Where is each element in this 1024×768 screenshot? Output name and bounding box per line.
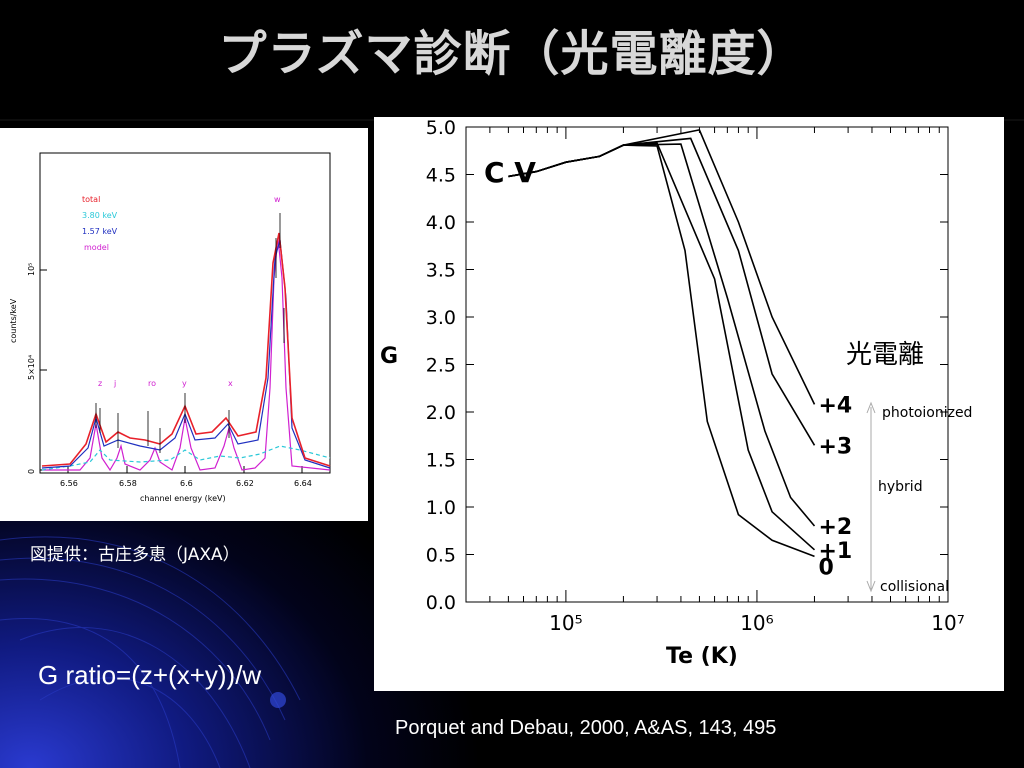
y-tick-label: 1.5 bbox=[426, 450, 456, 472]
series-line-0 bbox=[508, 144, 815, 558]
spectrum-x-ticks bbox=[67, 466, 303, 473]
legend-157: 1.57 keV bbox=[82, 227, 118, 236]
spectrum-data-points bbox=[95, 213, 285, 453]
svg-text:6.58: 6.58 bbox=[119, 479, 137, 488]
y-tick-label: 3.5 bbox=[426, 260, 456, 282]
x-axis-ticks: 10⁵ 10⁶ 10⁷ bbox=[465, 127, 965, 635]
figure-credit: 図提供：古庄多恵（JAXA） bbox=[30, 545, 240, 565]
series-line-3 bbox=[508, 137, 816, 446]
spectrum-xlabel: channel energy (keV) bbox=[140, 494, 226, 503]
x-tick-label: 10⁶ bbox=[740, 611, 773, 635]
slide-title: プラズマ診断（光電離度） bbox=[218, 26, 806, 82]
y-tick-label: 4.0 bbox=[426, 212, 456, 234]
reference-citation: Porquet and Debau, 2000, A&AS, 143, 495 bbox=[395, 717, 777, 739]
g-ratio-formula: G ratio=(z+(x+y))/w bbox=[38, 660, 262, 690]
spectrum-y-tick-labels: 0 5×10⁴ 10⁵ bbox=[27, 263, 36, 474]
legend-380: 3.80 keV bbox=[82, 211, 118, 220]
series-label-2: +2 bbox=[818, 515, 852, 540]
legend-model: model bbox=[84, 243, 109, 252]
line-label-x: x bbox=[228, 379, 233, 388]
regime-arrow bbox=[866, 401, 876, 593]
line-label-ro: ro bbox=[148, 379, 156, 388]
svg-text:6.64: 6.64 bbox=[294, 479, 312, 488]
x-axis-label: Te (K) bbox=[666, 644, 738, 669]
x-tick-label: 10⁷ bbox=[931, 611, 964, 635]
component-157-curve bbox=[41, 239, 331, 469]
svg-text:5×10⁴: 5×10⁴ bbox=[27, 355, 36, 380]
series-line-4 bbox=[508, 128, 816, 405]
spectrum-ylabel: counts/keV bbox=[9, 298, 18, 343]
svg-text:6.62: 6.62 bbox=[236, 479, 254, 488]
g-ratio-plot: 0.0 0.5 1.0 1.5 2.0 2.5 3.0 3.5 4.0 4.5 5.0 10⁵ 10⁶… bbox=[380, 117, 972, 669]
y-axis-label: G bbox=[380, 344, 398, 369]
photoionization-annotation: 光電離 bbox=[846, 340, 924, 370]
y-tick-label: 5.0 bbox=[426, 117, 456, 139]
series-line-1 bbox=[508, 142, 816, 551]
series-label-3: +3 bbox=[818, 434, 852, 459]
spectrum-figure: total 3.80 keV 1.57 keV model z j ro y x… bbox=[0, 128, 368, 521]
model-curve bbox=[42, 237, 331, 472]
legend-total: total bbox=[82, 195, 100, 204]
regime-collisional: collisional bbox=[880, 579, 949, 595]
series-label-0: 0 bbox=[818, 555, 833, 580]
series-lines bbox=[508, 128, 816, 558]
y-tick-label: 4.5 bbox=[426, 165, 456, 187]
y-axis-ticks: 0.0 0.5 1.0 1.5 2.0 2.5 3.0 3.5 4.0 4.5 5.0 bbox=[426, 117, 948, 614]
g-ratio-chart: 0.0 0.5 1.0 1.5 2.0 2.5 3.0 3.5 4.0 4.5 5.0 10⁵ 10⁶… bbox=[374, 117, 1004, 691]
svg-text:10⁵: 10⁵ bbox=[27, 263, 36, 276]
spectrum-plot: total 3.80 keV 1.57 keV model z j ro y x… bbox=[9, 152, 331, 503]
line-label-y: y bbox=[182, 379, 187, 388]
regime-photoionized: photoionized bbox=[882, 405, 972, 421]
spectrum-x-tick-labels: 6.56 6.58 6.6 6.62 6.64 bbox=[60, 479, 312, 488]
line-label-w: w bbox=[274, 195, 281, 204]
component-380-curve bbox=[41, 445, 331, 471]
line-label-z: z bbox=[98, 379, 102, 388]
series-label-1: +1 bbox=[818, 539, 852, 564]
svg-text:6.56: 6.56 bbox=[60, 479, 78, 488]
y-tick-label: 2.5 bbox=[426, 355, 456, 377]
total-curve bbox=[41, 232, 331, 467]
series-line-2 bbox=[508, 143, 816, 527]
chart-title: C V bbox=[484, 156, 536, 189]
series-label-4: +4 bbox=[818, 393, 852, 418]
line-labels: z j ro y x w bbox=[98, 195, 281, 388]
svg-text:0: 0 bbox=[27, 469, 36, 474]
y-tick-label: 1.0 bbox=[426, 497, 456, 519]
decorative-dot bbox=[270, 692, 286, 708]
spectrum-legend: total 3.80 keV 1.57 keV model bbox=[82, 195, 118, 252]
x-tick-label: 10⁵ bbox=[549, 611, 582, 635]
line-label-j: j bbox=[113, 379, 116, 388]
y-tick-label: 0.0 bbox=[426, 592, 456, 614]
svg-text:6.6: 6.6 bbox=[180, 479, 193, 488]
y-tick-label: 2.0 bbox=[426, 402, 456, 424]
series-labels: 0+1+2 +3 +4 bbox=[818, 393, 852, 580]
y-tick-label: 0.5 bbox=[426, 545, 456, 567]
y-tick-label: 3.0 bbox=[426, 307, 456, 329]
decorative-swirl bbox=[0, 536, 301, 768]
spectrum-y-ticks bbox=[40, 269, 47, 471]
regime-hybrid: hybrid bbox=[878, 479, 923, 495]
